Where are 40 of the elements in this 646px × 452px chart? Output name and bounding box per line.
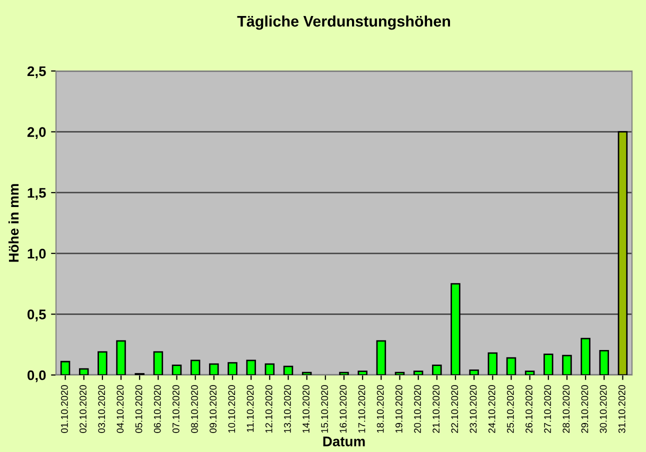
x-tick-label: 13.10.2020 bbox=[284, 385, 291, 433]
x-tick-label: 01.10.2020 bbox=[61, 385, 68, 433]
x-tick-label: 28.10.2020 bbox=[562, 385, 570, 433]
chart-title: Tägliche Verdunstungshöhen bbox=[237, 15, 450, 30]
x-tick-label: 30.10.2020 bbox=[600, 385, 607, 434]
x-tick-label: 12.10.2020 bbox=[265, 385, 272, 433]
x-tick-label: 23.10.2020 bbox=[470, 385, 477, 433]
y-tick-label: 0,0 bbox=[28, 370, 46, 382]
y-tick-label: 1,5 bbox=[28, 188, 46, 200]
x-tick-label: 16.10.2020 bbox=[340, 385, 347, 433]
x-tick-label: 09.10.2020 bbox=[210, 385, 217, 433]
y-tick-label: 2,5 bbox=[27, 66, 46, 78]
x-tick-label: 29.10.2020 bbox=[581, 385, 588, 433]
y-tick-label: 1,0 bbox=[28, 248, 46, 261]
x-tick-label: 24.10.2020 bbox=[488, 385, 496, 433]
x-tick-label: 15.10.2020 bbox=[321, 385, 328, 433]
x-tick-label: 18.10.2020 bbox=[376, 385, 384, 433]
x-tick-label: 27.10.2020 bbox=[544, 385, 551, 433]
x-tick-label: 22.10.2020 bbox=[451, 385, 458, 433]
y-tick-label: 0,5 bbox=[28, 310, 46, 322]
x-tick-label: 03.10.2020 bbox=[98, 385, 106, 433]
y-tick-label: 2,0 bbox=[27, 127, 46, 139]
x-tick-label: 31.10.2020 bbox=[618, 385, 626, 434]
x-tick-label: 21.10.2020 bbox=[432, 385, 440, 433]
x-tick-label: 25.10.2020 bbox=[506, 385, 514, 433]
x-tick-label: 08.10.2020 bbox=[191, 385, 198, 433]
x-tick-label: 19.10.2020 bbox=[395, 385, 402, 433]
y-axis-title: Höhe in mm bbox=[8, 184, 19, 262]
x-tick-label: 10.10.2020 bbox=[228, 385, 236, 433]
x-tick-label: 26.10.2020 bbox=[526, 385, 532, 433]
x-tick-label: 17.10.2020 bbox=[358, 385, 366, 433]
x-tick-label: 07.10.2020 bbox=[172, 385, 180, 433]
x-tick-label: 04.10.2020 bbox=[116, 385, 124, 433]
x-axis-title: Datum bbox=[323, 436, 365, 446]
x-tick-label: 06.10.2020 bbox=[154, 385, 161, 433]
x-tick-label: 05.10.2020 bbox=[135, 385, 142, 433]
x-tick-label: 20.10.2020 bbox=[414, 385, 421, 433]
x-tick-label: 02.10.2020 bbox=[80, 385, 86, 433]
x-tick-label: 11.10.2020 bbox=[246, 385, 254, 432]
x-tick-label: 14.10.2020 bbox=[302, 385, 310, 433]
